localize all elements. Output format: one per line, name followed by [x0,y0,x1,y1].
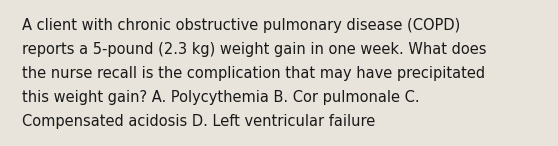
Text: reports a 5-pound (2.3 kg) weight gain in one week. What does: reports a 5-pound (2.3 kg) weight gain i… [22,42,487,57]
Text: A client with chronic obstructive pulmonary disease (COPD): A client with chronic obstructive pulmon… [22,18,460,33]
Text: the nurse recall is the complication that may have precipitated: the nurse recall is the complication tha… [22,66,485,81]
Text: this weight gain? A. Polycythemia B. Cor pulmonale C.: this weight gain? A. Polycythemia B. Cor… [22,90,420,105]
Text: Compensated acidosis D. Left ventricular failure: Compensated acidosis D. Left ventricular… [22,114,375,129]
